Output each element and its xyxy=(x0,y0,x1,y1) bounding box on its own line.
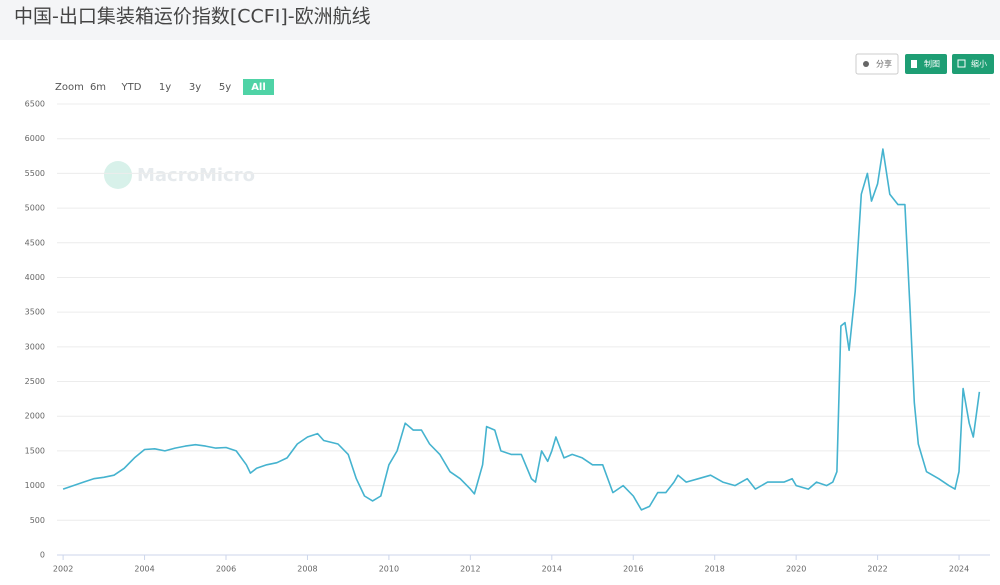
chart-button[interactable]: 制图 xyxy=(905,54,947,74)
zoom-button-label: YTD xyxy=(121,82,142,93)
y-tick-label: 6000 xyxy=(25,134,45,143)
x-tick-label: 2024 xyxy=(949,565,969,574)
zoom-button-label: 6m xyxy=(90,82,106,93)
y-tick-label: 2000 xyxy=(25,412,45,421)
zoom-button-label: 5y xyxy=(219,82,231,93)
y-tick-label: 4500 xyxy=(25,238,45,247)
zoom-buttons: 6m YTD 1y 3y 5y All xyxy=(90,79,274,95)
zoom-button[interactable]: 1y xyxy=(159,82,171,93)
x-tick-label: 2014 xyxy=(542,565,562,574)
shrink-button[interactable]: 缩小 xyxy=(952,54,994,74)
y-tick-label: 1500 xyxy=(25,446,45,455)
zoom-button-label: All xyxy=(251,82,266,93)
y-tick-label: 3500 xyxy=(25,308,45,317)
x-tick-label: 2018 xyxy=(705,565,725,574)
title-bar xyxy=(0,0,1000,40)
y-tick-label: 6500 xyxy=(25,100,45,109)
y-tick-label: 3000 xyxy=(25,342,45,351)
button-label: 分享 xyxy=(876,59,892,69)
y-tick-label: 5000 xyxy=(25,204,45,213)
x-tick-label: 2020 xyxy=(786,565,806,574)
y-tick-label: 1000 xyxy=(25,481,45,490)
zoom-highlight xyxy=(243,79,274,95)
x-tick-label: 2010 xyxy=(379,565,399,574)
x-tick-label: 2002 xyxy=(53,565,73,574)
y-tick-label: 4000 xyxy=(25,273,45,282)
y-tick-label: 2500 xyxy=(25,377,45,386)
x-tick-label: 2016 xyxy=(623,565,643,574)
zoom-button[interactable]: YTD xyxy=(121,82,142,93)
x-tick-label: 2022 xyxy=(867,565,887,574)
data-line xyxy=(62,148,981,511)
zoom-label: Zoom xyxy=(55,82,84,93)
zoom-button-label: 1y xyxy=(159,82,171,93)
chart-title: 中国-出口集装箱运价指数[CCFI]-欧洲航线 xyxy=(14,6,371,28)
y-tick-label: 5500 xyxy=(25,169,45,178)
button-label: 制图 xyxy=(924,59,940,69)
watermark-text: MacroMicro xyxy=(137,165,255,186)
x-tick-label: 2008 xyxy=(297,565,317,574)
zoom-button-label: 3y xyxy=(189,82,201,93)
zoom-button[interactable]: 3y xyxy=(189,82,201,93)
share-button[interactable]: 分享 xyxy=(855,53,899,75)
watermark: MacroMicro xyxy=(104,161,255,189)
x-tick-label: 2004 xyxy=(134,565,154,574)
y-tick-label: 0 xyxy=(40,551,45,560)
y-tick-label: 500 xyxy=(30,516,45,525)
zoom-button[interactable]: 5y xyxy=(219,82,231,93)
zoom-button[interactable]: 6m xyxy=(90,82,106,93)
zoom-button[interactable]: All xyxy=(243,79,274,95)
button-label: 缩小 xyxy=(971,59,987,69)
x-tick-label: 2012 xyxy=(460,565,480,574)
x-tick-label: 2006 xyxy=(216,565,236,574)
